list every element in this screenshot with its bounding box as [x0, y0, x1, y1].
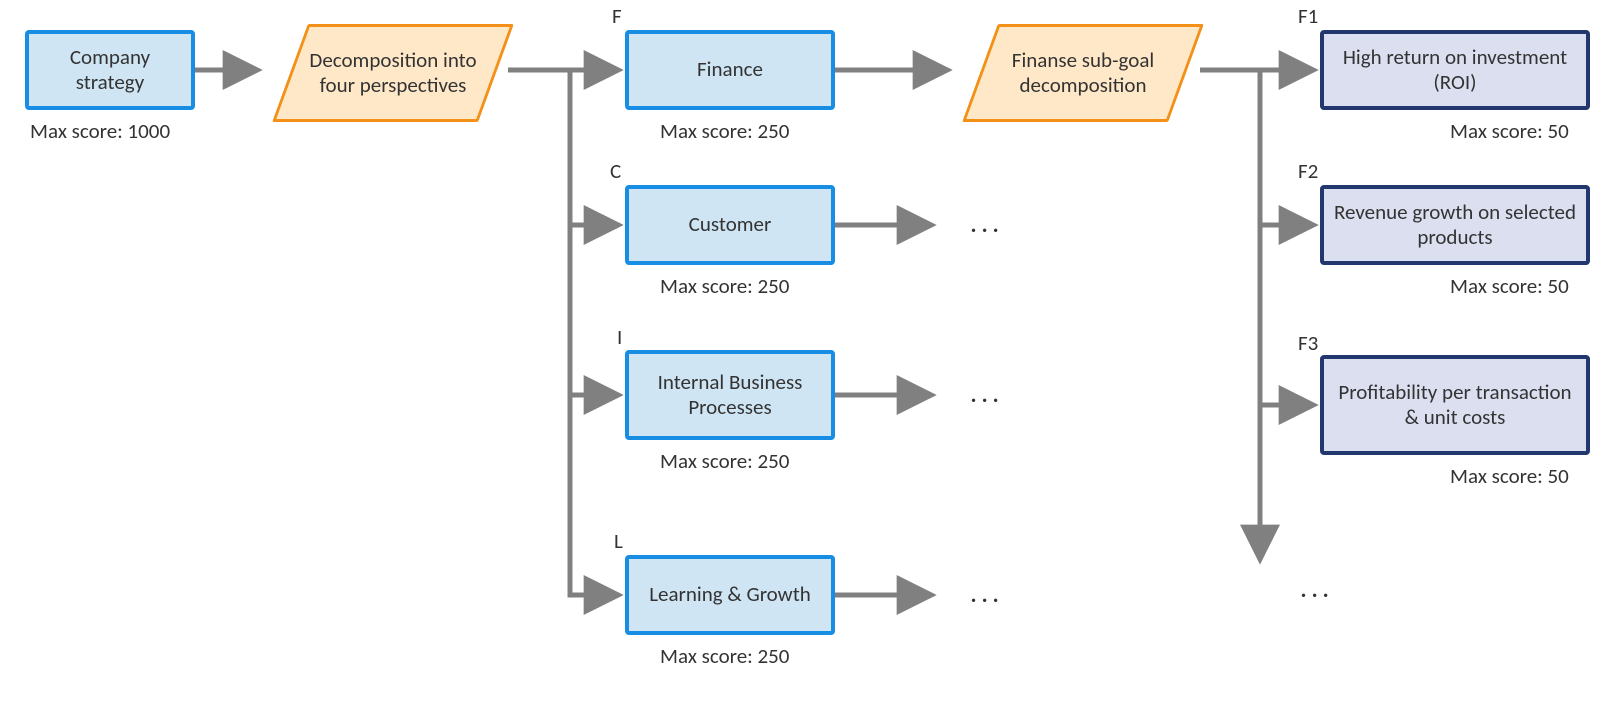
node-finance: Finance: [625, 30, 835, 110]
node-revenue-growth: Revenue growth on selected products: [1320, 185, 1590, 265]
tag-l: L: [614, 528, 623, 554]
caption-customer: Max score: 250: [660, 273, 789, 299]
node-profitability: Profitability per transaction & unit cos…: [1320, 355, 1590, 455]
node-label: Revenue growth on selected products: [1332, 200, 1578, 250]
tag-f1: F1: [1298, 3, 1318, 29]
node-label: Internal Business Processes: [637, 370, 823, 420]
caption-profitability: Max score: 50: [1450, 463, 1569, 489]
node-decomp-four-perspectives: Decomposition into four perspectives: [272, 24, 514, 122]
caption-learning: Max score: 250: [660, 643, 789, 669]
tag-c: C: [610, 158, 621, 184]
ellipsis-after-internal: ...: [970, 375, 1003, 410]
tag-i: I: [617, 324, 622, 350]
tag-f2: F2: [1298, 158, 1318, 184]
node-roi: High return on investment (ROI): [1320, 30, 1590, 110]
caption-company-strategy: Max score: 1000: [30, 118, 170, 144]
tag-f3: F3: [1298, 330, 1318, 356]
node-internal-business-processes: Internal Business Processes: [625, 350, 835, 440]
node-label: Profitability per transaction & unit cos…: [1332, 380, 1578, 430]
node-label: Finanse sub-goal decomposition: [989, 48, 1177, 98]
node-label: Customer: [689, 212, 772, 237]
caption-roi: Max score: 50: [1450, 118, 1569, 144]
node-finance-subgoal-decomp: Finanse sub-goal decomposition: [962, 24, 1204, 122]
caption-revenue-growth: Max score: 50: [1450, 273, 1569, 299]
node-label: Finance: [697, 57, 763, 82]
caption-finance: Max score: 250: [660, 118, 789, 144]
node-label: Company strategy: [37, 45, 183, 95]
node-label: High return on investment (ROI): [1332, 45, 1578, 95]
ellipsis-after-learning: ...: [970, 575, 1003, 610]
ellipsis-level3-more: ...: [1300, 570, 1333, 605]
node-label: Learning & Growth: [649, 582, 811, 607]
node-label: Decomposition into four perspectives: [299, 48, 487, 98]
caption-internal: Max score: 250: [660, 448, 789, 474]
node-customer: Customer: [625, 185, 835, 265]
node-learning-growth: Learning & Growth: [625, 555, 835, 635]
tag-f: F: [612, 3, 622, 29]
ellipsis-after-customer: ...: [970, 205, 1003, 240]
node-company-strategy: Company strategy: [25, 30, 195, 110]
